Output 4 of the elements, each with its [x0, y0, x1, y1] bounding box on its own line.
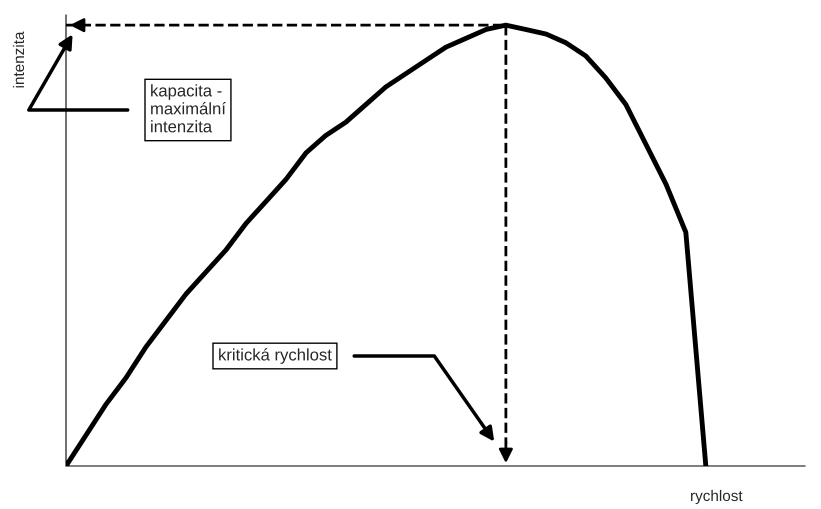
annotation: kapacita - maximální intenzita [151, 84, 226, 132]
y-axis-title: intenzita [12, 32, 24, 88]
x-axis-title: rychlost [691, 490, 743, 504]
annotation: kritická rychlost [219, 348, 332, 364]
